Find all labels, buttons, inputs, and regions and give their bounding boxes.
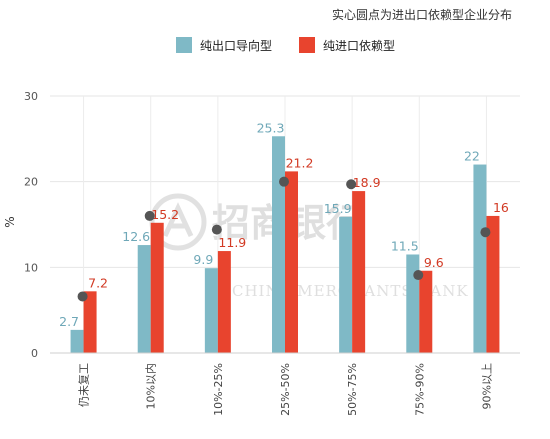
bar-export — [339, 216, 353, 353]
x-tick-label: 仍未复工 — [77, 363, 91, 407]
value-label-import: 9.6 — [424, 255, 444, 270]
legend-swatch-export — [176, 37, 192, 53]
value-label-export: 9.9 — [193, 252, 213, 267]
x-tick-label: 50%-75% — [346, 363, 359, 416]
bar-import — [352, 191, 366, 353]
bar-import — [419, 270, 433, 353]
bank-logo-icon — [149, 193, 207, 251]
chart-note: 实心圆点为进出口依赖型企业分布 — [331, 8, 512, 22]
bar-import — [486, 215, 500, 353]
y-axis-label: % — [3, 216, 17, 227]
value-label-import: 16 — [493, 200, 509, 215]
y-tick-label: 20 — [24, 176, 38, 189]
bar-export — [272, 136, 285, 353]
bar-export — [70, 329, 84, 353]
value-label-export: 25.3 — [257, 120, 285, 135]
bar-export — [406, 254, 420, 353]
bar-import — [217, 251, 231, 353]
value-labels: 2.7 12.6 9.9 25.3 15.9 11.5 22 7.2 15.2 11.9 21.2 1… — [59, 120, 509, 329]
axes: 仍未复工 10%以内 10%-25% 25%-50% 50%-75% 75%-90% 90%… — [50, 352, 520, 416]
bar-export — [473, 164, 487, 353]
x-tick-label: 25%-50% — [279, 363, 292, 416]
dots — [77, 176, 491, 302]
value-label-import: 21.2 — [286, 155, 314, 170]
dot-mark — [279, 176, 289, 187]
y-tick-label: 30 — [24, 90, 38, 103]
bar-import — [150, 222, 164, 353]
y-tick-label: 0 — [31, 347, 38, 360]
x-tick-label: 10%以内 — [144, 363, 158, 409]
x-tick-label: 10%-25% — [212, 363, 225, 416]
x-tick-label: 90%以上 — [480, 363, 493, 409]
value-label-import: 18.9 — [353, 175, 381, 190]
bar-import — [285, 171, 298, 353]
bars — [70, 136, 500, 353]
value-label-export: 22 — [464, 149, 480, 164]
value-label-export: 11.5 — [391, 238, 419, 253]
dot-mark — [413, 270, 424, 281]
legend-swatch-import — [299, 37, 315, 53]
legend-label-export: 纯出口导向型 — [200, 38, 272, 53]
value-label-export: 12.6 — [122, 229, 150, 244]
dot-mark — [144, 210, 155, 221]
dot-mark — [211, 224, 222, 235]
value-label-import: 11.9 — [218, 235, 246, 250]
value-label-export: 15.9 — [324, 201, 352, 216]
dot-mark — [346, 179, 357, 190]
value-label-import: 15.2 — [151, 207, 179, 222]
legend: 纯出口导向型 纯进口依赖型 — [176, 37, 395, 53]
dot-mark — [77, 291, 88, 302]
y-tick-label: 10 — [24, 261, 38, 274]
value-label-import: 7.2 — [88, 275, 108, 290]
dot-mark — [480, 227, 491, 238]
value-label-export: 2.7 — [59, 314, 79, 329]
bar-export — [137, 245, 151, 353]
x-tick-label: 75%-90% — [413, 363, 426, 416]
legend-label-import: 纯进口依赖型 — [323, 38, 395, 53]
bar-import — [83, 291, 97, 353]
bar-export — [204, 268, 218, 353]
